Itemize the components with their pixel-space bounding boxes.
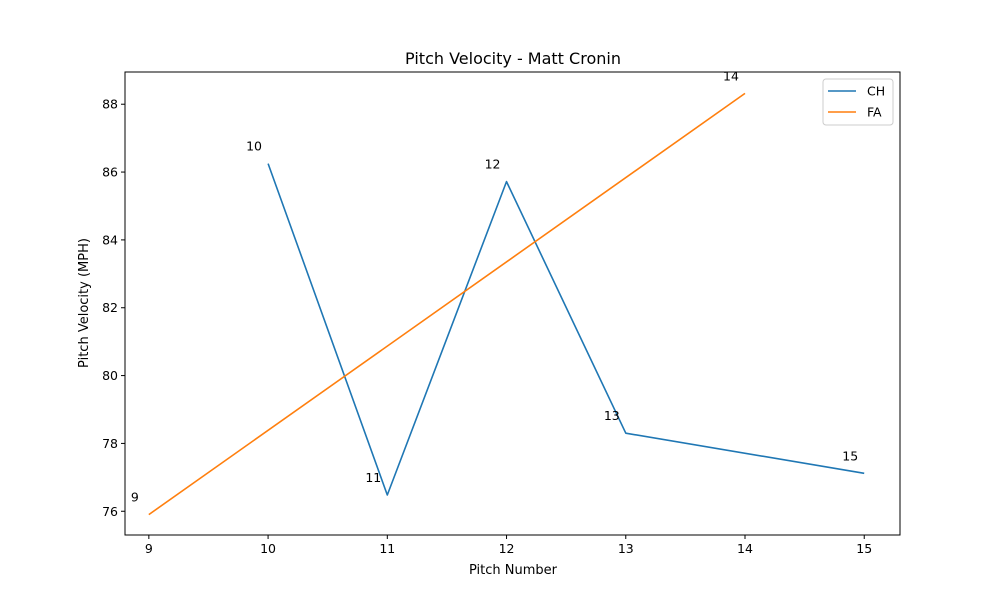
x-tick-label: 12 (499, 541, 515, 556)
data-label: 15 (842, 448, 858, 463)
plot-frame (124, 71, 901, 536)
x-tick-label: 14 (737, 541, 753, 556)
x-axis: 9 10 11 12 13 14 15 (145, 535, 872, 556)
series-line-ch (267, 163, 865, 496)
x-tick-label: 13 (618, 541, 634, 556)
plot-area: 9 10 11 12 13 14 15 76 78 80 82 84 86 88 9 10 11 12 13 14… (102, 68, 901, 556)
series-line-fa (148, 92, 746, 516)
data-label: 11 (365, 470, 381, 485)
x-tick-label: 9 (145, 541, 153, 556)
data-label: 10 (246, 139, 262, 154)
y-tick-label: 80 (102, 368, 118, 383)
data-label: 13 (604, 408, 620, 423)
legend-label-ch: CH (867, 84, 885, 99)
y-tick-label: 88 (102, 97, 118, 112)
x-tick-label: 10 (260, 541, 276, 556)
chart-title: Pitch Velocity - Matt Cronin (405, 49, 621, 68)
data-label: 9 (131, 490, 139, 505)
series-lines (148, 92, 865, 516)
legend: CH FA (822, 78, 894, 126)
y-tick-label: 84 (102, 232, 118, 247)
x-tick-label: 15 (856, 541, 872, 556)
data-labels: 9 10 11 12 13 14 15 (131, 68, 858, 504)
x-tick-label: 11 (379, 541, 395, 556)
data-label: 14 (723, 68, 739, 83)
y-tick-label: 86 (102, 165, 118, 180)
data-label: 12 (485, 157, 501, 172)
y-tick-label: 78 (102, 436, 118, 451)
y-tick-label: 82 (102, 300, 118, 315)
x-axis-label: Pitch Number (469, 563, 558, 578)
legend-label-fa: FA (867, 105, 882, 120)
y-axis: 76 78 80 82 84 86 88 (102, 97, 125, 519)
y-axis-label: Pitch Velocity (MPH) (77, 238, 92, 368)
y-tick-label: 76 (102, 504, 118, 519)
